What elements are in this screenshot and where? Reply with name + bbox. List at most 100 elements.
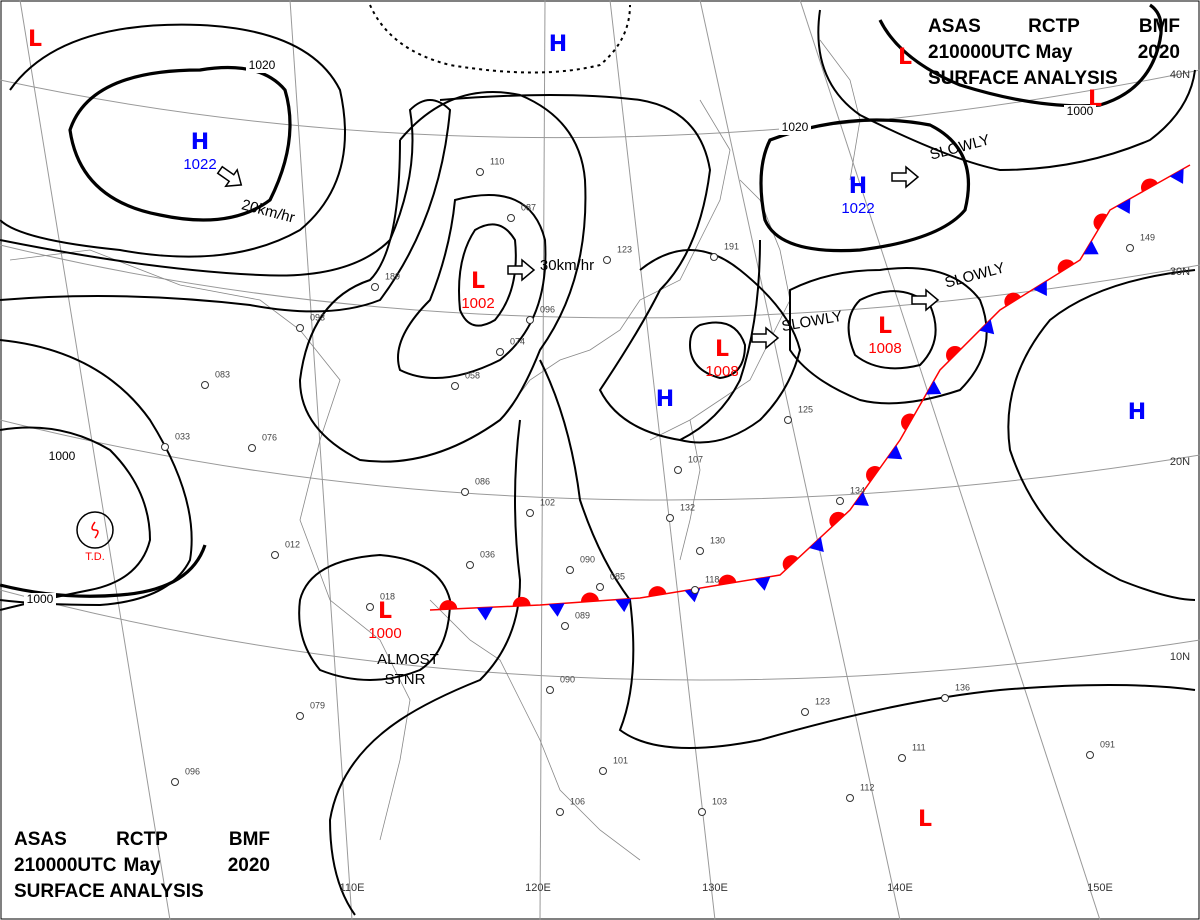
longitude-label: 140E bbox=[887, 882, 913, 894]
station-mark bbox=[666, 514, 674, 522]
station-mark bbox=[507, 214, 515, 222]
station-mark bbox=[698, 808, 706, 816]
station-mark bbox=[941, 694, 949, 702]
station-mark bbox=[801, 708, 809, 716]
system-symbol: L bbox=[878, 314, 892, 339]
front-line bbox=[429, 164, 1191, 611]
system-pressure: 1008 bbox=[868, 340, 901, 357]
isobar-label-bg bbox=[1064, 105, 1096, 119]
station-label: 118 bbox=[705, 574, 719, 584]
station-label: 076 bbox=[262, 432, 277, 442]
isobars bbox=[0, 3, 1196, 916]
system-pressure: 1022 bbox=[183, 156, 216, 173]
station-mark bbox=[271, 551, 279, 559]
system-symbol: H bbox=[191, 130, 209, 155]
station-label: 134 bbox=[850, 485, 865, 495]
station-mark bbox=[476, 168, 484, 176]
station-mark bbox=[556, 808, 564, 816]
isobar-label: 1020 bbox=[782, 120, 809, 134]
station-mark bbox=[696, 547, 704, 555]
stationary-front bbox=[429, 164, 1191, 621]
station-label: 123 bbox=[617, 244, 632, 254]
system-symbol: L bbox=[918, 807, 932, 832]
station-label: 096 bbox=[540, 304, 555, 314]
cold-symbol bbox=[887, 445, 903, 460]
station-mark bbox=[710, 253, 718, 261]
header-text: 2020 bbox=[1138, 42, 1180, 63]
cold-symbol bbox=[1033, 280, 1047, 297]
station-mark bbox=[603, 256, 611, 264]
cold-symbol bbox=[809, 537, 824, 553]
station-mark bbox=[171, 778, 179, 786]
warm-symbol bbox=[1093, 213, 1108, 231]
isobar-label: 1000 bbox=[49, 449, 76, 463]
latitude-label: 10N bbox=[1170, 651, 1190, 663]
station-mark bbox=[296, 324, 304, 332]
station-label: 079 bbox=[310, 700, 325, 710]
station-mark bbox=[1086, 751, 1094, 759]
warm-symbol bbox=[782, 555, 799, 571]
header-text: BMF bbox=[1139, 16, 1180, 37]
motion-label: STNR bbox=[385, 671, 426, 688]
station-mark bbox=[161, 443, 169, 451]
warm-symbol bbox=[648, 586, 667, 597]
cold-symbol bbox=[615, 598, 632, 613]
warm-symbol bbox=[718, 574, 737, 586]
warm-symbol bbox=[901, 413, 915, 431]
system-pressure: 1022 bbox=[841, 200, 874, 217]
header-text: May bbox=[1036, 42, 1073, 63]
station-mark bbox=[561, 622, 569, 630]
warm-symbol bbox=[581, 592, 599, 603]
system-symbol: H bbox=[656, 387, 674, 412]
station-mark bbox=[526, 509, 534, 517]
station-label: 106 bbox=[570, 796, 585, 806]
station-label: 125 bbox=[798, 404, 813, 414]
station-mark bbox=[1126, 244, 1134, 252]
station-label: 096 bbox=[185, 766, 200, 776]
station-label: 136 bbox=[955, 682, 970, 692]
motion-label: 30km/hr bbox=[540, 257, 594, 274]
system-symbol: H bbox=[549, 32, 567, 57]
warm-symbol bbox=[1141, 178, 1158, 192]
station-label: 012 bbox=[285, 539, 300, 549]
station-label: 112 bbox=[860, 782, 874, 792]
station-label: 058 bbox=[465, 370, 480, 380]
cold-symbol bbox=[477, 607, 493, 621]
station-label: 130 bbox=[710, 535, 725, 545]
station-mark bbox=[496, 348, 504, 356]
cold-symbol bbox=[1169, 168, 1184, 184]
station-mark bbox=[526, 316, 534, 324]
station-label: 018 bbox=[380, 591, 395, 601]
warm-symbol bbox=[829, 511, 845, 527]
station-label: 083 bbox=[215, 369, 230, 379]
latitude-label: 30N bbox=[1170, 266, 1190, 278]
cold-symbol bbox=[1116, 198, 1131, 214]
station-label: 132 bbox=[680, 502, 695, 512]
warm-symbol bbox=[439, 600, 458, 610]
isobar-label-bg bbox=[24, 593, 56, 607]
station-mark bbox=[201, 381, 209, 389]
station-mark bbox=[248, 444, 256, 452]
cold-symbol bbox=[548, 603, 565, 617]
station-mark bbox=[784, 416, 792, 424]
cold-symbol bbox=[1083, 240, 1099, 255]
station-label: 123 bbox=[815, 696, 830, 706]
station-label: 103 bbox=[712, 796, 727, 806]
lon-lines bbox=[19, 0, 1101, 920]
motion-label: ALMOST bbox=[377, 651, 439, 668]
header-text: ASAS bbox=[14, 829, 67, 850]
td-mark bbox=[91, 521, 99, 539]
station-mark bbox=[451, 382, 459, 390]
cold-symbol bbox=[926, 380, 942, 395]
td-label: T.D. bbox=[85, 551, 105, 563]
station-label: 033 bbox=[175, 431, 190, 441]
station-label: 149 bbox=[1140, 232, 1155, 242]
station-label: 089 bbox=[575, 610, 590, 620]
station-mark bbox=[674, 466, 682, 474]
station-mark bbox=[599, 767, 607, 775]
station-mark bbox=[898, 754, 906, 762]
header-text: RCTP bbox=[1028, 16, 1080, 37]
station-label: 107 bbox=[688, 454, 703, 464]
station-label: 189 bbox=[385, 271, 400, 281]
